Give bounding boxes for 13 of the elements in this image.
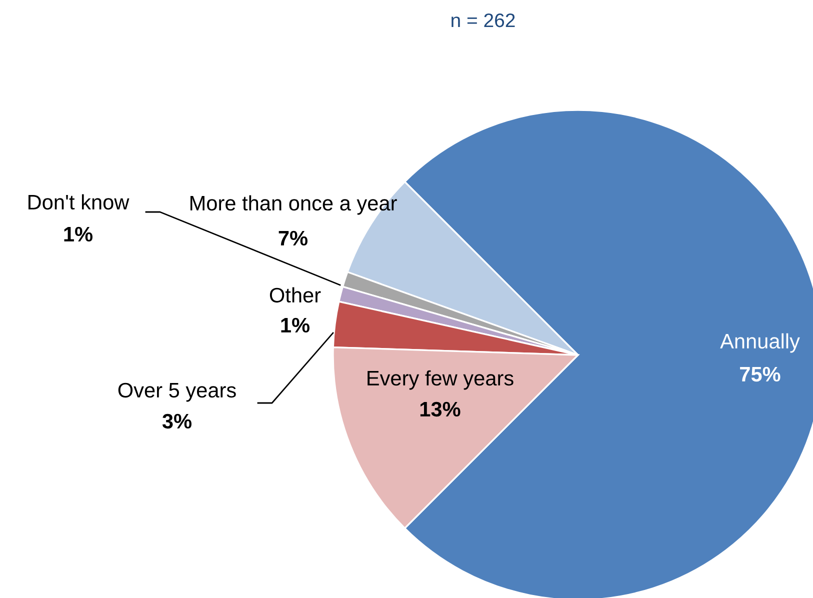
slice-label: Other <box>270 287 321 303</box>
slice-label: Annually <box>720 333 800 353</box>
data-label: 75% <box>740 366 780 382</box>
chart-title: n = 262 <box>452 13 515 28</box>
slice-label: Every few years <box>368 370 514 390</box>
slice-label: Don't know <box>28 194 130 210</box>
slice-label: More than once a year <box>190 195 397 215</box>
data-label: 1% <box>64 226 93 242</box>
slice-label: Over 5 years <box>118 382 236 402</box>
data-label: 3% <box>162 414 192 429</box>
data-label: 7% <box>278 230 308 246</box>
data-label: 13% <box>420 402 460 417</box>
data-label: 1% <box>281 318 310 333</box>
